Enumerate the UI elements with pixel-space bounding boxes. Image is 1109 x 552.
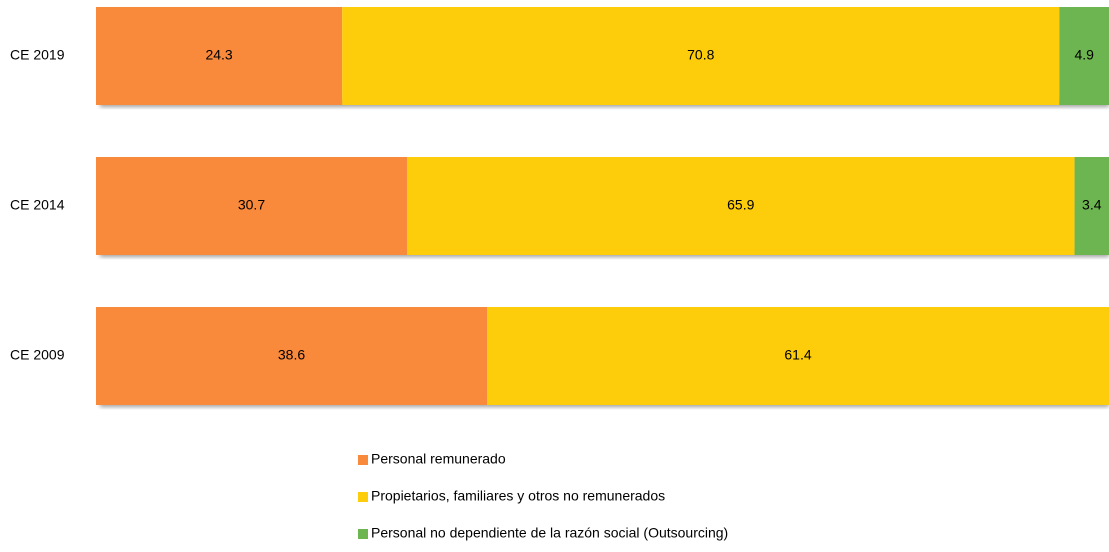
data-label: 61.4: [784, 347, 811, 363]
legend-swatch: [358, 455, 368, 465]
legend-label: Personal remunerado: [371, 451, 506, 467]
data-label: 4.9: [1074, 47, 1094, 63]
legend-label: Personal no dependiente de la razón soci…: [371, 525, 728, 541]
legend-swatch: [358, 492, 368, 502]
bar-segment: [96, 7, 343, 105]
legend-label: Propietarios, familiares y otros no remu…: [371, 488, 665, 504]
legend-swatch: [358, 529, 368, 539]
data-label: 38.6: [278, 347, 305, 363]
y-tick-label: CE 2019: [10, 47, 65, 63]
bar-segment: [1074, 157, 1109, 255]
data-label: 65.9: [727, 197, 754, 213]
data-label: 24.3: [205, 47, 232, 63]
bar-segment: [96, 157, 407, 255]
data-label: 3.4: [1082, 197, 1102, 213]
data-label: 30.7: [238, 197, 265, 213]
bar-segment: [342, 7, 1060, 105]
bar-segment: [487, 307, 1109, 405]
data-label: 70.8: [687, 47, 714, 63]
bar-segment: [1059, 7, 1109, 105]
y-tick-label: CE 2014: [10, 197, 65, 213]
bar-segment: [406, 157, 1075, 255]
y-tick-label: CE 2009: [10, 347, 65, 363]
bar-segment: [96, 307, 488, 405]
